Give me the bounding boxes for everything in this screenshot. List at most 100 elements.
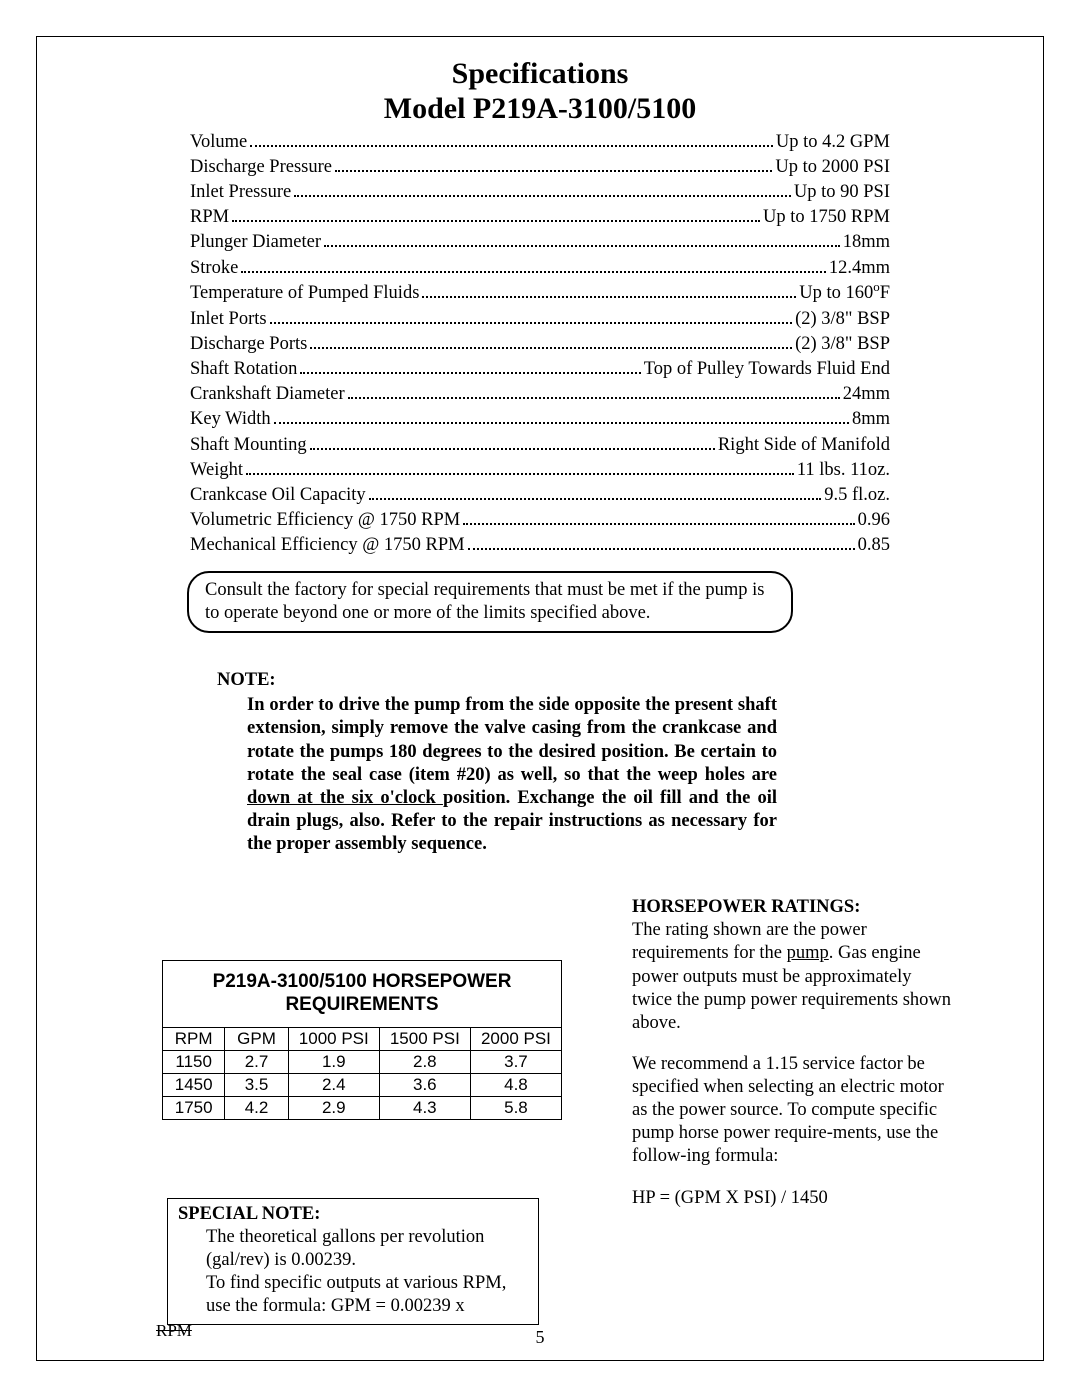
spec-dots: [294, 178, 791, 197]
table-cell: 2.7: [225, 1050, 288, 1073]
hp-table-header-row: RPMGPM1000 PSI1500 PSI2000 PSI: [163, 1027, 562, 1050]
hp-col-header: GPM: [225, 1027, 288, 1050]
table-row: 17504.22.94.35.8: [163, 1096, 562, 1119]
spec-label: Inlet Pressure: [190, 181, 291, 204]
spec-value: 11 lbs. 11oz.: [797, 459, 890, 482]
spec-label: Stroke: [190, 257, 238, 280]
spec-row: Inlet Pressure Up to 90 PSI: [190, 178, 890, 203]
spec-label: Key Width: [190, 408, 271, 431]
spec-value: 0.96: [858, 509, 890, 532]
spec-label: Crankshaft Diameter: [190, 383, 345, 406]
hp-table-wrap: P219A-3100/5100 HORSEPOWER REQUIREMENTS …: [162, 960, 562, 1120]
spec-dots: [270, 305, 792, 324]
spec-row: Shaft Rotation Top of Pulley Towards Flu…: [190, 355, 890, 380]
table-cell: 1150: [163, 1050, 225, 1073]
spec-row: Inlet Ports (2) 3/8" BSP: [190, 305, 890, 330]
table-cell: 4.3: [379, 1096, 470, 1119]
spec-label: Shaft Rotation: [190, 358, 297, 381]
table-cell: 5.8: [470, 1096, 561, 1119]
table-cell: 3.5: [225, 1073, 288, 1096]
spec-dots: [463, 507, 854, 526]
note-body: In order to drive the pump from the side…: [247, 694, 777, 856]
spec-dots: [310, 330, 792, 349]
spec-row: Discharge Ports (2) 3/8" BSP: [190, 330, 890, 355]
spec-label: Weight: [190, 459, 243, 482]
note-block: NOTE: In order to drive the pump from th…: [217, 669, 777, 856]
special-note-box: SPECIAL NOTE: The theoretical gallons pe…: [167, 1198, 539, 1326]
spec-value: (2) 3/8" BSP: [795, 308, 890, 331]
spec-dots: [232, 204, 760, 223]
spec-label: Plunger Diameter: [190, 231, 321, 254]
spec-dots: [246, 456, 794, 475]
hp-col-header: 1500 PSI: [379, 1027, 470, 1050]
note-heading: NOTE:: [217, 669, 777, 692]
spec-dots: [369, 481, 822, 500]
table-cell: 3.6: [379, 1073, 470, 1096]
special-note-heading: SPECIAL NOTE:: [178, 1204, 320, 1224]
spec-dots: [241, 254, 826, 273]
hp-ratings-p1: The rating shown are the power requireme…: [632, 919, 952, 1035]
spec-label: Temperature of Pumped Fluids: [190, 282, 419, 305]
page-border: Specifications Model P219A-3100/5100 Vol…: [36, 36, 1044, 1361]
spec-row: Stroke 12.4mm: [190, 254, 890, 279]
spec-dots: [348, 381, 840, 400]
spec-dots: [422, 280, 796, 299]
spec-row: Mechanical Efficiency @ 1750 RPM 0.85: [190, 532, 890, 557]
hp-ratings-p2: We recommend a 1.15 service factor be sp…: [632, 1053, 952, 1169]
special-note-line2: To find specific outputs at various RPM,…: [206, 1273, 506, 1316]
spec-dots: [335, 153, 772, 172]
spec-label: Volumetric Efficiency @ 1750 RPM: [190, 509, 460, 532]
spec-dots: [274, 406, 849, 425]
hp-col-header: 2000 PSI: [470, 1027, 561, 1050]
special-note-line1: The theoretical gallons per revolution (…: [206, 1227, 484, 1270]
spec-dots: [468, 532, 855, 551]
table-cell: 1450: [163, 1073, 225, 1096]
hp-table-body: 11502.71.92.83.714503.52.43.64.817504.22…: [163, 1050, 562, 1119]
spec-value: 9.5 fl.oz.: [824, 484, 890, 507]
spec-dots: [250, 128, 773, 147]
spec-row: Volume Up to 4.2 GPM: [190, 128, 890, 153]
table-cell: 1750: [163, 1096, 225, 1119]
page: Specifications Model P219A-3100/5100 Vol…: [0, 0, 1080, 1397]
spec-value: 24mm: [843, 383, 890, 406]
spec-dots: [300, 355, 640, 374]
spec-row: Key Width 8mm: [190, 406, 890, 431]
title: Specifications Model P219A-3100/5100: [37, 57, 1043, 126]
hp-col-header: 1000 PSI: [288, 1027, 379, 1050]
table-row: 11502.71.92.83.7: [163, 1050, 562, 1073]
hp-formula: HP = (GPM X PSI) / 1450: [632, 1187, 952, 1210]
spec-dots: [324, 229, 840, 248]
spec-value: Top of Pulley Towards Fluid End: [644, 358, 890, 381]
special-note-body: The theoretical gallons per revolution (…: [206, 1226, 528, 1319]
spec-value: Up to 160oF: [799, 279, 890, 305]
spec-value: 8mm: [852, 408, 890, 431]
spec-value: (2) 3/8" BSP: [795, 333, 890, 356]
spec-label: Mechanical Efficiency @ 1750 RPM: [190, 534, 465, 557]
table-row: 14503.52.43.64.8: [163, 1073, 562, 1096]
spec-value: Right Side of Manifold: [718, 434, 890, 457]
spec-row: Weight 11 lbs. 11oz.: [190, 456, 890, 481]
spec-row: RPM Up to 1750 RPM: [190, 204, 890, 229]
right-column: HORSEPOWER RATINGS: The rating shown are…: [632, 896, 972, 1228]
table-cell: 4.8: [470, 1073, 561, 1096]
hp-table: P219A-3100/5100 HORSEPOWER REQUIREMENTS …: [162, 960, 562, 1120]
spec-value: 0.85: [858, 534, 890, 557]
spec-value: Up to 90 PSI: [794, 181, 890, 204]
table-cell: 2.8: [379, 1050, 470, 1073]
title-line2: Model P219A-3100/5100: [37, 92, 1043, 127]
spec-row: Volumetric Efficiency @ 1750 RPM 0.96: [190, 507, 890, 532]
spec-row: Crankshaft Diameter 24mm: [190, 381, 890, 406]
spec-label: Inlet Ports: [190, 308, 267, 331]
spec-row: Crankcase Oil Capacity 9.5 fl.oz.: [190, 481, 890, 506]
consult-box: Consult the factory for special requirem…: [187, 571, 793, 633]
spec-value: 12.4mm: [829, 257, 890, 280]
spec-value: 18mm: [843, 231, 890, 254]
left-column: P219A-3100/5100 HORSEPOWER REQUIREMENTS …: [97, 896, 602, 1341]
spec-label: Shaft Mounting: [190, 434, 307, 457]
table-cell: 4.2: [225, 1096, 288, 1119]
spec-row: Discharge Pressure Up to 2000 PSI: [190, 153, 890, 178]
spec-label: Discharge Ports: [190, 333, 307, 356]
hp-col-header: RPM: [163, 1027, 225, 1050]
spec-label: Crankcase Oil Capacity: [190, 484, 366, 507]
page-number: 5: [37, 1327, 1043, 1348]
